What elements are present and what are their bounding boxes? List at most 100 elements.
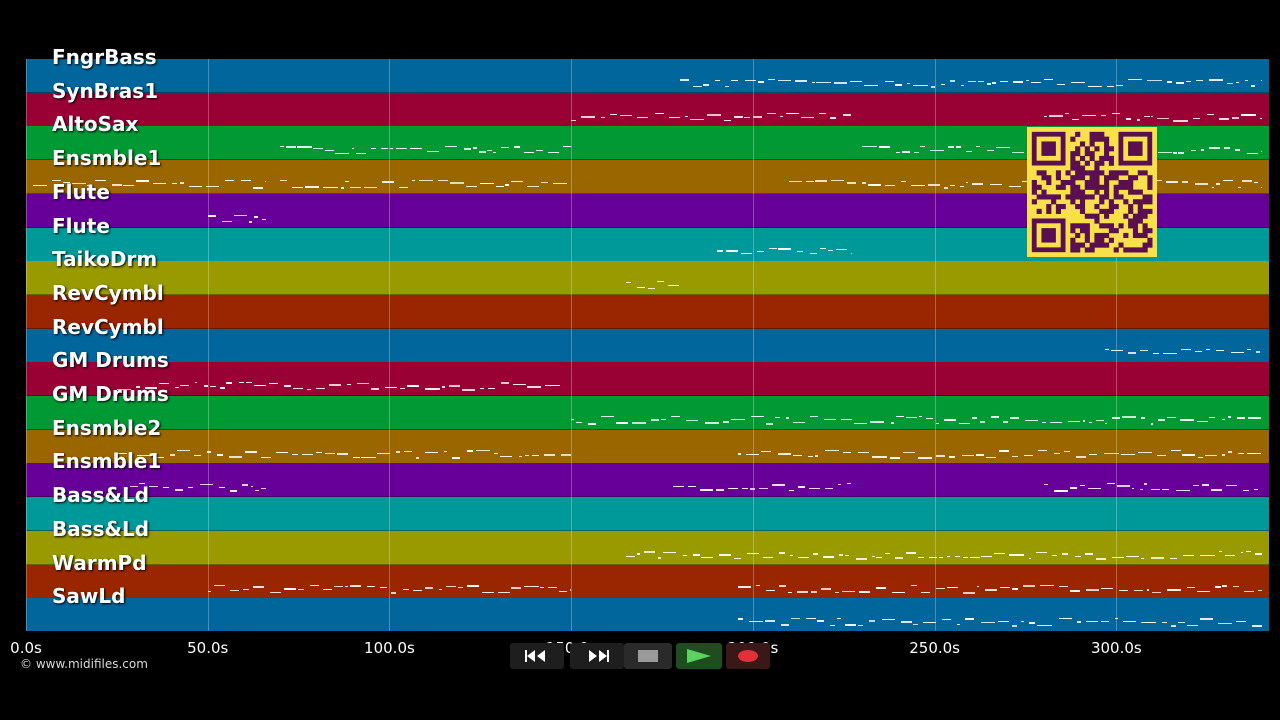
note (559, 590, 567, 592)
note (806, 618, 817, 620)
note (1028, 622, 1036, 625)
note (1152, 352, 1160, 354)
note (511, 181, 523, 183)
note (779, 115, 783, 117)
note (276, 451, 289, 453)
note (701, 556, 713, 558)
rewind-button[interactable] (510, 643, 564, 669)
note (670, 416, 680, 417)
note (1201, 484, 1210, 487)
note (356, 153, 366, 155)
note (210, 386, 216, 388)
note (824, 488, 834, 490)
note (923, 622, 936, 624)
note (234, 214, 247, 216)
note (1010, 417, 1019, 419)
note (890, 422, 894, 424)
note (571, 119, 577, 121)
note (820, 247, 827, 249)
note (766, 589, 775, 591)
note (425, 388, 440, 391)
note (842, 113, 852, 116)
note (745, 80, 756, 81)
note (947, 146, 954, 149)
note (540, 586, 544, 588)
note (1242, 490, 1249, 492)
note (1008, 186, 1021, 188)
note (820, 587, 832, 590)
note (660, 419, 667, 420)
note (879, 146, 890, 149)
fast-forward-button[interactable] (570, 643, 624, 669)
note (180, 385, 189, 387)
note (862, 182, 867, 185)
note (1246, 153, 1259, 155)
note (345, 181, 349, 183)
note (850, 81, 862, 82)
note (1218, 623, 1233, 625)
note (1011, 625, 1018, 628)
note (377, 452, 390, 454)
note (284, 587, 297, 590)
note (1170, 557, 1177, 559)
note (51, 180, 61, 182)
note (1132, 488, 1135, 490)
note (699, 489, 714, 492)
note (346, 384, 351, 386)
note (895, 416, 905, 417)
note (705, 422, 719, 424)
tick-label: 0.0s (10, 639, 42, 657)
note (1050, 422, 1063, 423)
record-button[interactable] (726, 643, 770, 669)
note (765, 620, 776, 623)
note (1088, 488, 1102, 490)
note (1197, 590, 1210, 592)
note (1222, 584, 1227, 587)
track-band (26, 396, 1269, 430)
note (999, 81, 1008, 82)
note (668, 285, 680, 287)
note (619, 114, 633, 116)
note (1260, 151, 1262, 153)
note (1025, 80, 1030, 81)
note (1022, 181, 1032, 183)
track-band (26, 429, 1269, 464)
note (777, 452, 792, 455)
note (809, 416, 818, 417)
note (302, 453, 314, 455)
stop-button[interactable] (624, 643, 672, 669)
note (562, 146, 572, 148)
note (811, 590, 818, 593)
note (935, 587, 945, 589)
note (912, 624, 919, 626)
grid-line (571, 59, 573, 631)
note (1234, 149, 1241, 152)
note (1037, 625, 1053, 627)
copyright-text: © www.midifiles.com (20, 657, 148, 671)
note (1150, 423, 1154, 425)
note (1120, 453, 1136, 455)
note (1082, 420, 1086, 422)
note (815, 180, 827, 183)
note (395, 148, 408, 150)
note (895, 84, 903, 86)
play-button[interactable] (676, 643, 722, 669)
note (588, 423, 596, 425)
note (1194, 350, 1202, 352)
note (371, 388, 380, 391)
note (371, 148, 376, 150)
note (914, 152, 919, 154)
note (990, 416, 999, 418)
note (1104, 423, 1107, 424)
note (253, 385, 266, 387)
note (540, 182, 548, 184)
note (341, 187, 344, 190)
note (919, 416, 922, 417)
note (858, 451, 870, 453)
note (1077, 621, 1081, 624)
note (1158, 419, 1165, 421)
note (1140, 417, 1146, 419)
note (1175, 82, 1185, 84)
note (481, 591, 494, 593)
note (1246, 348, 1252, 350)
